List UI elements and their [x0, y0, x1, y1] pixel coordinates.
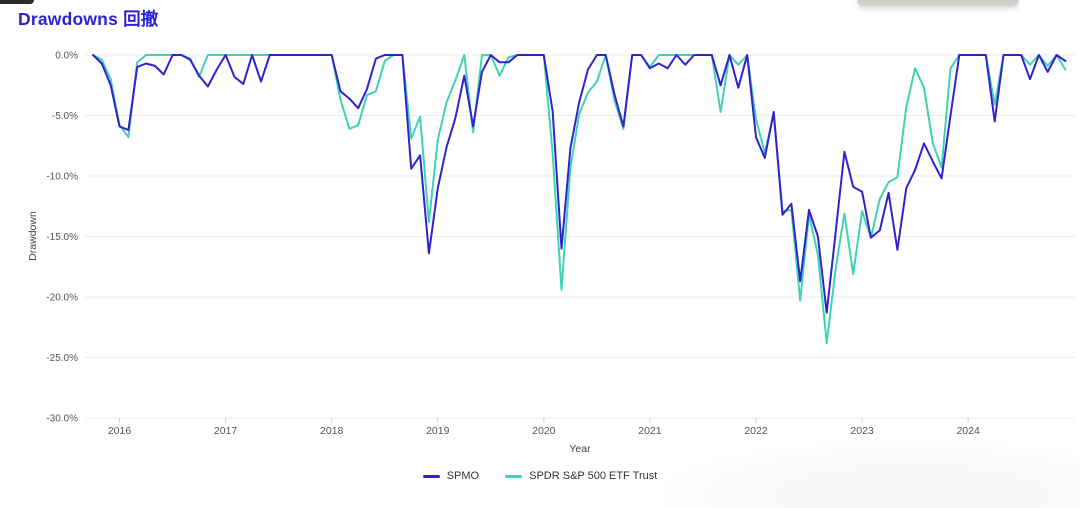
spy-series-line[interactable]: [92, 54, 1067, 344]
x-axis-tick-label: 2019: [426, 425, 450, 437]
x-axis-tick-label: 2022: [744, 425, 768, 437]
y-axis-tick-label: -25.0%: [46, 353, 78, 364]
y-axis-tick-label: -10.0%: [46, 172, 78, 183]
page-title: Drawdowns 回撤: [18, 9, 159, 29]
y-axis-title: Drawdown: [27, 211, 39, 261]
x-axis-tick-label: 2020: [532, 425, 556, 437]
y-axis-tick-label: -5.0%: [52, 111, 78, 122]
top-right-panel-edge: [857, 0, 1019, 6]
spmo-series-line[interactable]: [92, 54, 1067, 314]
spy-legend-swatch: [505, 474, 523, 478]
y-axis-tick-label: -30.0%: [46, 414, 78, 425]
legend-item-spy[interactable]: SPDR S&P 500 ETF Trust: [505, 470, 657, 482]
x-axis-tick-label: 2023: [850, 425, 874, 437]
legend-item-spmo[interactable]: SPMO: [422, 470, 480, 482]
x-axis-tick-label: 2017: [214, 425, 238, 437]
x-axis-tick-label: 2018: [320, 425, 344, 437]
legend-label-spmo: SPMO: [446, 470, 480, 482]
spmo-legend-swatch: [422, 474, 440, 478]
legend-label-spy: SPDR S&P 500 ETF Trust: [529, 470, 658, 482]
x-axis-tick-label: 2024: [956, 425, 980, 437]
x-axis-tick-label: 2016: [108, 425, 132, 437]
x-axis-title: Year: [569, 443, 591, 455]
y-axis-tick-label: 0.0%: [55, 51, 78, 62]
x-axis-tick-label: 2021: [638, 425, 662, 437]
drawdown-chart[interactable]: 0.0% -5.0% -10.0% -15.0% -20.0% -25.0% -30.0% 2…: [0, 0, 1080, 462]
y-axis-tick-label: -15.0%: [46, 232, 78, 243]
y-axis-tick-label: -20.0%: [46, 293, 78, 304]
top-left-panel-edge: [0, 0, 34, 4]
chart-legend: SPMO SPDR S&P 500 ETF Trust: [0, 470, 1080, 482]
